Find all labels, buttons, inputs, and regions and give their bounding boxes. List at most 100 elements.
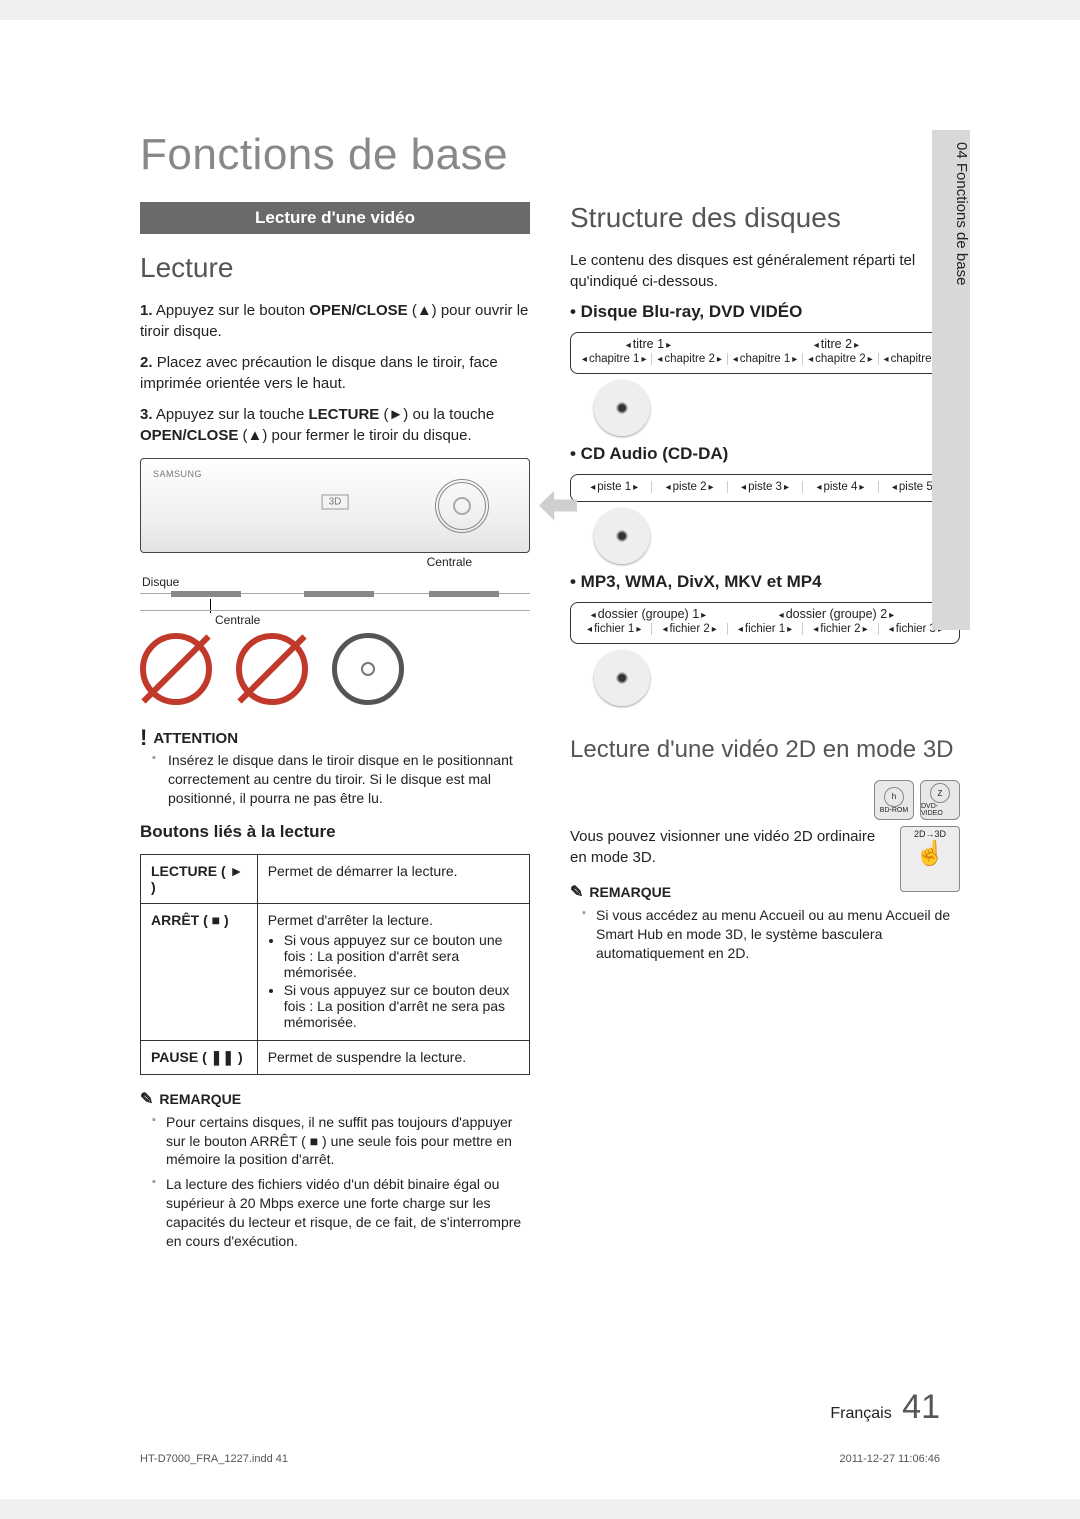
label-centrale: Centrale <box>140 555 530 569</box>
step-2: 2. Placez avec précaution le disque dans… <box>140 352 530 394</box>
disc-icon <box>594 380 650 436</box>
attention-body: Insérez le disque dans le tiroir disque … <box>140 751 530 808</box>
icon-label: BD-ROM <box>880 807 908 814</box>
control-ring-icon <box>435 479 489 533</box>
step-bold: LECTURE <box>308 406 379 423</box>
disc-icon <box>594 650 650 706</box>
file: fichier 1 <box>727 623 802 635</box>
bdrom-icon: hBD-ROM <box>874 780 914 820</box>
remarque-heading-2: REMARQUE <box>570 882 890 902</box>
step-1: 1. Appuyez sur le bouton OPEN/CLOSE (▲) … <box>140 300 530 342</box>
remarque-list-2: Si vous accédez au menu Accueil ou au me… <box>570 906 960 963</box>
media-icons-row: hBD-ROM ZDVD-VIDEO <box>570 780 960 820</box>
table-row: ARRÊT ( ■ ) Permet d'arrêter la lecture.… <box>141 903 530 1040</box>
list-item: Si vous accédez au menu Accueil ou au me… <box>596 906 960 963</box>
chap: chapitre 1 <box>727 353 802 365</box>
step-text: Placez avec précaution le disque dans le… <box>140 354 498 392</box>
section-banner: Lecture d'une vidéo <box>140 202 530 234</box>
label-dossier2: dossier (groupe) 2 <box>779 607 895 621</box>
struct2-box: piste 1 piste 2 piste 3 piste 4 piste 5 <box>570 474 960 502</box>
tray-illustration <box>140 593 530 611</box>
struct1-title: • Disque Blu-ray, DVD VIDÉO <box>570 302 960 322</box>
imprint-date: 2011-12-27 11:06:46 <box>839 1453 940 1465</box>
attention-heading: ! ATTENTION <box>140 725 530 751</box>
step-symbol: (▲) <box>238 427 267 444</box>
exclaim-icon: ! <box>140 725 147 751</box>
heading-lecture: Lecture <box>140 252 530 284</box>
step-text: Appuyez sur le bouton <box>156 302 309 319</box>
heading-structure: Structure des disques <box>570 202 960 234</box>
main-title: Fonctions de base <box>140 130 960 180</box>
chap: chapitre 2 <box>651 353 726 365</box>
mode-label: 2D→3D <box>901 829 959 839</box>
right-column: Structure des disques Le contenu des dis… <box>570 202 960 1257</box>
wrong-position-icon <box>236 633 308 705</box>
cell-key: LECTURE ( ► ) <box>141 854 258 903</box>
label-titre1: titre 1 <box>626 337 671 351</box>
table-row: LECTURE ( ► ) Permet de démarrer la lect… <box>141 854 530 903</box>
step-bold: OPEN/CLOSE <box>140 427 238 444</box>
struct3-box: dossier (groupe) 1 dossier (groupe) 2 fi… <box>570 602 960 644</box>
footer-lang: Français <box>830 1405 891 1422</box>
step-text: ou la touche <box>408 406 494 423</box>
correct-position-icon <box>332 633 404 705</box>
label-disque: Disque <box>142 575 530 589</box>
file: fichier 1 <box>577 623 651 635</box>
3d-badge: 3D <box>322 494 349 509</box>
imprint-row: HT-D7000_FRA_1227.indd 41 2011-12-27 11:… <box>140 1453 940 1465</box>
mode-3d-box: 2D→3D ☝ <box>900 826 960 892</box>
playback-buttons-table: LECTURE ( ► ) Permet de démarrer la lect… <box>140 854 530 1075</box>
page: 04 Fonctions de base Fonctions de base L… <box>0 20 1080 1499</box>
list-item: Pour certains disques, il ne suffit pas … <box>166 1113 530 1170</box>
struct1-box: titre 1 titre 2 chapitre 1 chapitre 2 ch… <box>570 332 960 374</box>
step-symbol: (►) <box>379 406 408 423</box>
cell-val: Permet de suspendre la lecture. <box>257 1040 529 1074</box>
step-num: 2. <box>140 354 153 371</box>
step-symbol: (▲) <box>408 302 437 319</box>
file: fichier 2 <box>802 623 877 635</box>
label-dossier1: dossier (groupe) 1 <box>591 607 707 621</box>
attention-label: ATTENTION <box>153 730 238 747</box>
cell-val: Permet de démarrer la lecture. <box>257 854 529 903</box>
step-3: 3. Appuyez sur la touche LECTURE (►) ou … <box>140 404 530 446</box>
heading-boutons: Boutons liés à la lecture <box>140 822 530 842</box>
label-centrale-2: Centrale <box>210 613 530 627</box>
bullet: Si vous appuyez sur ce bouton deux fois … <box>284 982 519 1030</box>
step-text: pour fermer le tiroir du disque. <box>267 427 471 444</box>
track: piste 1 <box>577 481 651 493</box>
struct3-title: • MP3, WMA, DivX, MKV et MP4 <box>570 572 960 592</box>
table-row: PAUSE ( ❚❚ ) Permet de suspendre la lect… <box>141 1040 530 1074</box>
note-icon <box>140 1089 153 1109</box>
hand-icon: ☝ <box>901 839 959 868</box>
remarque-list: Pour certains disques, il ne suffit pas … <box>140 1113 530 1251</box>
step-num: 3. <box>140 406 153 423</box>
heading-3d: Lecture d'une vidéo 2D en mode 3D <box>570 736 960 764</box>
struct2-title: • CD Audio (CD-DA) <box>570 444 960 464</box>
steps-list: 1. Appuyez sur le bouton OPEN/CLOSE (▲) … <box>140 300 530 446</box>
disc-icon <box>594 508 650 564</box>
label-titre2: titre 2 <box>814 337 859 351</box>
left-column: Lecture d'une vidéo Lecture 1. Appuyez s… <box>140 202 530 1257</box>
step-bold: OPEN/CLOSE <box>309 302 407 319</box>
remarque-label: REMARQUE <box>159 1091 241 1107</box>
track: piste 2 <box>651 481 726 493</box>
device-illustration: SAMSUNG 3D <box>140 458 530 553</box>
page-footer: Français 41 <box>830 1388 940 1427</box>
brand-logo: SAMSUNG <box>153 469 202 479</box>
structure-lead: Le contenu des disques est généralement … <box>570 250 960 292</box>
disc-position-row <box>140 633 530 705</box>
chap: chapitre 1 <box>577 353 651 365</box>
cell-key: PAUSE ( ❚❚ ) <box>141 1040 258 1074</box>
wrong-position-icon <box>140 633 212 705</box>
track: piste 4 <box>802 481 877 493</box>
step-num: 1. <box>140 302 153 319</box>
note-icon <box>570 882 583 902</box>
remarque-heading: REMARQUE <box>140 1089 530 1109</box>
icon-label: DVD-VIDEO <box>921 803 959 817</box>
file: fichier 2 <box>651 623 726 635</box>
cell-val: Permet d'arrêter la lecture. Si vous app… <box>257 903 529 1040</box>
track: piste 3 <box>727 481 802 493</box>
bullet: Si vous appuyez sur ce bouton une fois :… <box>284 932 519 980</box>
chap: chapitre 2 <box>802 353 877 365</box>
side-tab: 04 Fonctions de base <box>932 130 970 630</box>
